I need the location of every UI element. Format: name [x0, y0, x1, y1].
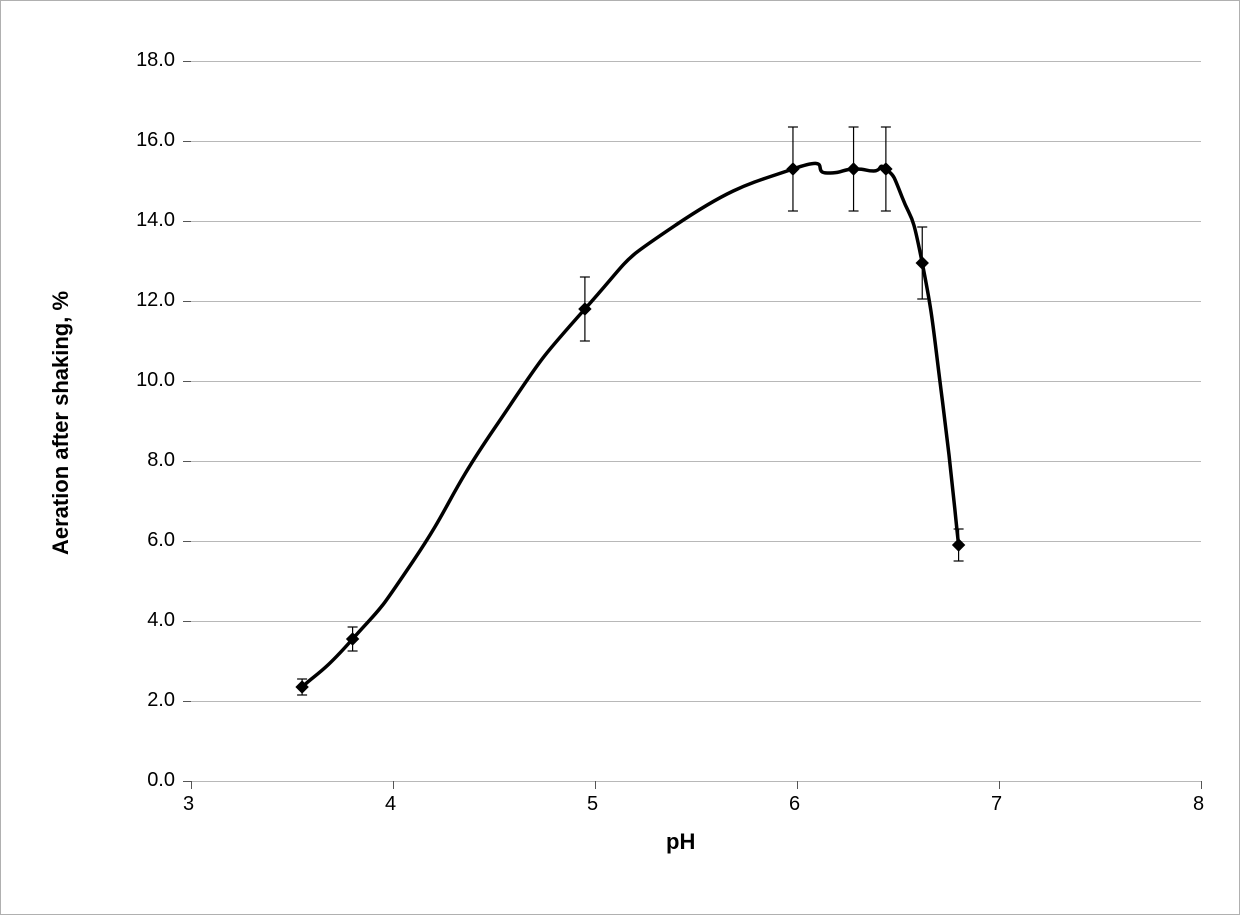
x-tick: [191, 781, 192, 789]
data-point: [916, 257, 928, 269]
x-tick: [1201, 781, 1202, 789]
y-tick: [183, 781, 191, 782]
y-tick-label: 0.0: [147, 769, 175, 792]
x-tick-label: 4: [385, 793, 396, 816]
x-tick: [797, 781, 798, 789]
y-tick: [183, 541, 191, 542]
y-tick: [183, 301, 191, 302]
x-tick-label: 3: [183, 793, 194, 816]
x-tick-label: 7: [991, 793, 1002, 816]
y-tick: [183, 621, 191, 622]
y-tick: [183, 381, 191, 382]
y-tick-label: 6.0: [147, 529, 175, 552]
y-tick-label: 10.0: [136, 369, 175, 392]
chart-svg-overlay: [1, 1, 1240, 916]
y-tick-label: 2.0: [147, 689, 175, 712]
x-tick: [393, 781, 394, 789]
y-tick-label: 8.0: [147, 449, 175, 472]
x-tick: [595, 781, 596, 789]
series-line: [302, 163, 959, 687]
y-tick: [183, 461, 191, 462]
y-tick-label: 12.0: [136, 289, 175, 312]
y-tick: [183, 61, 191, 62]
y-tick: [183, 701, 191, 702]
y-tick: [183, 141, 191, 142]
data-point: [953, 539, 965, 551]
x-tick: [999, 781, 1000, 789]
y-tick-label: 18.0: [136, 49, 175, 72]
chart-frame: pH Aeration after shaking, % 0.02.04.06.…: [0, 0, 1240, 915]
x-tick-label: 6: [789, 793, 800, 816]
y-tick: [183, 221, 191, 222]
data-point: [787, 163, 799, 175]
data-point: [848, 163, 860, 175]
y-tick-label: 4.0: [147, 609, 175, 632]
y-tick-label: 16.0: [136, 129, 175, 152]
x-tick-label: 5: [587, 793, 598, 816]
y-tick-label: 14.0: [136, 209, 175, 232]
x-tick-label: 8: [1193, 793, 1204, 816]
